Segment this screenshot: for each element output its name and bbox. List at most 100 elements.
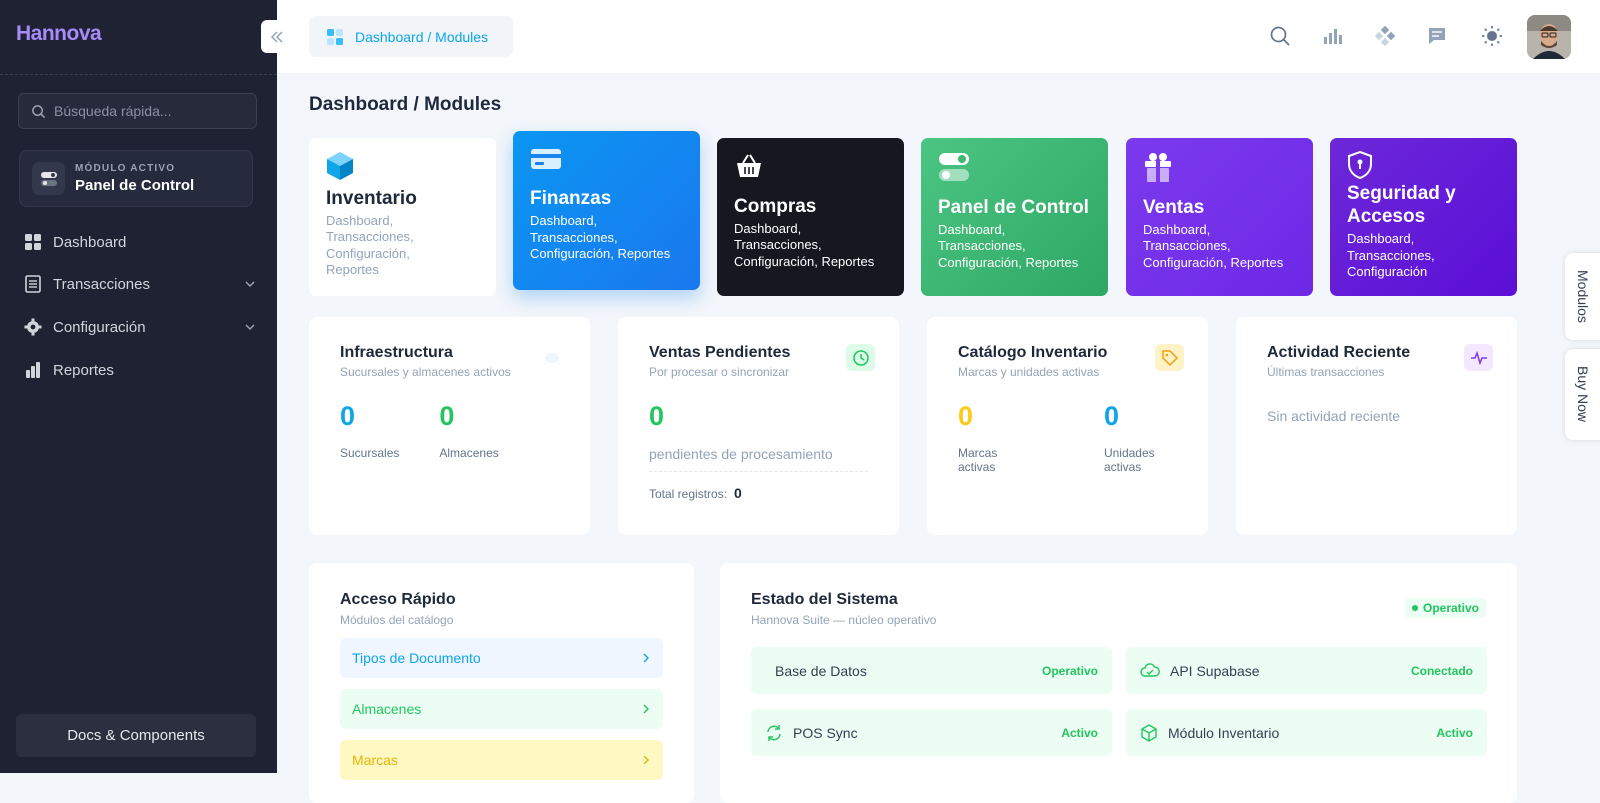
metric-label: Almacenes — [439, 446, 499, 460]
messages-icon — [1429, 28, 1445, 44]
icon-shape — [327, 159, 340, 180]
side-tab[interactable]: Modulos — [1565, 253, 1600, 340]
metric-label: pendientes de procesamiento — [649, 446, 868, 472]
icon-shape — [336, 37, 343, 45]
icon-shape — [531, 149, 561, 169]
nav-label: Configuración — [53, 318, 146, 336]
icon-shape — [643, 704, 649, 714]
total-value: 0 — [734, 485, 742, 501]
nav-icon — [25, 234, 41, 250]
search-box[interactable]: Búsqueda rápida... — [18, 93, 257, 129]
module-text: Inventario Dashboard, Transacciones, Con… — [326, 181, 479, 284]
module-title: Finanzas — [530, 188, 612, 210]
metric-value: 0 — [1103, 401, 1119, 431]
apps-button[interactable] — [1373, 24, 1397, 48]
nav-icon — [25, 275, 41, 293]
cloud-icon — [1140, 662, 1160, 677]
active-module-label: MÓDULO ACTIVO — [75, 163, 176, 174]
icon-shape — [742, 154, 756, 164]
side-tab[interactable]: Buy Now — [1565, 349, 1600, 440]
stat-card: Actividad Reciente Últimas transacciones… — [1236, 317, 1517, 535]
stat-badge — [846, 344, 875, 371]
page-title: Dashboard / Modules — [309, 94, 502, 115]
breadcrumb[interactable]: Dashboard / Modules — [309, 16, 513, 57]
messages-button[interactable] — [1425, 24, 1449, 48]
metric-value: 0 — [649, 401, 665, 431]
nav-icon — [24, 318, 42, 336]
status-dot — [1411, 605, 1418, 611]
chevron-down — [245, 324, 255, 331]
panel-subtitle: Hannova Suite — núcleo operativo — [751, 613, 937, 627]
icon-shape — [1549, 32, 1557, 38]
toggle-icon — [40, 171, 57, 186]
panel-subtitle: Módulos del catálogo — [340, 613, 454, 627]
icon-shape — [1487, 31, 1497, 41]
service-name: Base de Datos — [775, 662, 867, 679]
stats-button[interactable] — [1321, 24, 1345, 48]
icon-shape — [643, 653, 649, 663]
nav-item[interactable]: Transacciones — [24, 270, 256, 298]
stat-badge — [1464, 344, 1493, 371]
icon-shape — [245, 324, 255, 331]
module-icon — [531, 149, 561, 169]
search-button[interactable] — [1268, 24, 1292, 48]
stats-icon — [1324, 29, 1342, 44]
module-text: Panel de Control Dashboard, Transaccione… — [938, 183, 1091, 284]
icon-shape — [1159, 153, 1167, 161]
module-card[interactable]: Ventas Dashboard, Transacciones, Configu… — [1126, 138, 1313, 296]
icon-shape — [768, 735, 773, 741]
theme-button[interactable] — [1480, 24, 1504, 48]
collapse-button[interactable] — [261, 20, 293, 53]
nav-item[interactable]: Reportes — [24, 356, 256, 384]
quick-link[interactable]: Tipos de Documento — [340, 638, 663, 678]
stat-card: Infraestructura Sucursales y almacenes a… — [309, 317, 590, 535]
icon-shape — [40, 113, 46, 118]
module-card[interactable]: Seguridad y Accesos Dashboard, Transacci… — [1330, 138, 1517, 296]
icon-shape — [34, 234, 41, 241]
panel-title: Estado del Sistema — [751, 591, 898, 608]
quick-link-label: Marcas — [352, 752, 398, 768]
module-card[interactable]: Finanzas Dashboard, Transacciones, Confi… — [513, 131, 700, 290]
sidebar: Hannova Búsqueda rápida... MÓDULO ACTIVO… — [0, 0, 277, 773]
brand-logo[interactable]: Hannova — [16, 22, 102, 45]
active-module[interactable]: MÓDULO ACTIVO Panel de Control — [19, 150, 253, 207]
stat-badge — [1155, 344, 1184, 371]
module-description: Dashboard, Transacciones, Configuración,… — [530, 213, 671, 262]
icon-shape — [1496, 40, 1500, 44]
breadcrumb-text: Dashboard / Modules — [355, 28, 489, 45]
nav-item[interactable]: Dashboard — [24, 228, 256, 256]
stat-card: Catálogo Inventario Marcas y unidades ac… — [927, 317, 1208, 535]
metric: 0 Sucursales — [340, 401, 399, 460]
quick-link[interactable]: Marcas — [340, 740, 663, 780]
icon-shape — [327, 28, 334, 36]
icon-shape — [1380, 37, 1390, 46]
breadcrumb-icon — [327, 28, 343, 45]
icon-shape — [50, 172, 55, 177]
apps-icon — [1375, 26, 1395, 46]
docs-button[interactable]: Docs & Components — [16, 714, 256, 757]
system-status-panel: Estado del Sistema Hannova Suite — núcle… — [720, 563, 1517, 803]
module-card[interactable]: Panel de Control Dashboard, Transaccione… — [921, 138, 1108, 296]
stat-metrics: 0 Marcas activas 0 Unidades activas — [958, 401, 1177, 474]
collapse-icon — [270, 30, 283, 43]
icon-shape — [336, 28, 343, 36]
icon-shape — [1380, 26, 1390, 35]
user-avatar[interactable] — [1527, 15, 1571, 59]
search-placeholder: Búsqueda rápida... — [54, 103, 172, 119]
icon-shape — [1282, 38, 1290, 46]
module-text: Seguridad y Accesos Dashboard, Transacci… — [1347, 179, 1500, 284]
icon-shape — [1156, 161, 1160, 182]
icon-shape — [643, 755, 649, 765]
module-card[interactable]: Compras Dashboard, Transacciones, Config… — [717, 138, 904, 296]
quick-link-label: Tipos de Documento — [352, 650, 481, 666]
icon-shape — [1339, 35, 1342, 44]
nav-label: Reportes — [53, 361, 114, 379]
service-row: Módulo Inventario Activo — [1126, 709, 1487, 756]
module-card[interactable]: Inventario Dashboard, Transacciones, Con… — [309, 138, 496, 296]
metric-value: 0 — [439, 401, 455, 431]
quick-link[interactable]: Almacenes — [340, 689, 663, 729]
nav-item[interactable]: Configuración — [24, 313, 256, 341]
module-text: Compras Dashboard, Transacciones, Config… — [734, 181, 887, 284]
icon-shape — [30, 324, 36, 330]
active-module-name: Panel de Control — [75, 177, 195, 194]
